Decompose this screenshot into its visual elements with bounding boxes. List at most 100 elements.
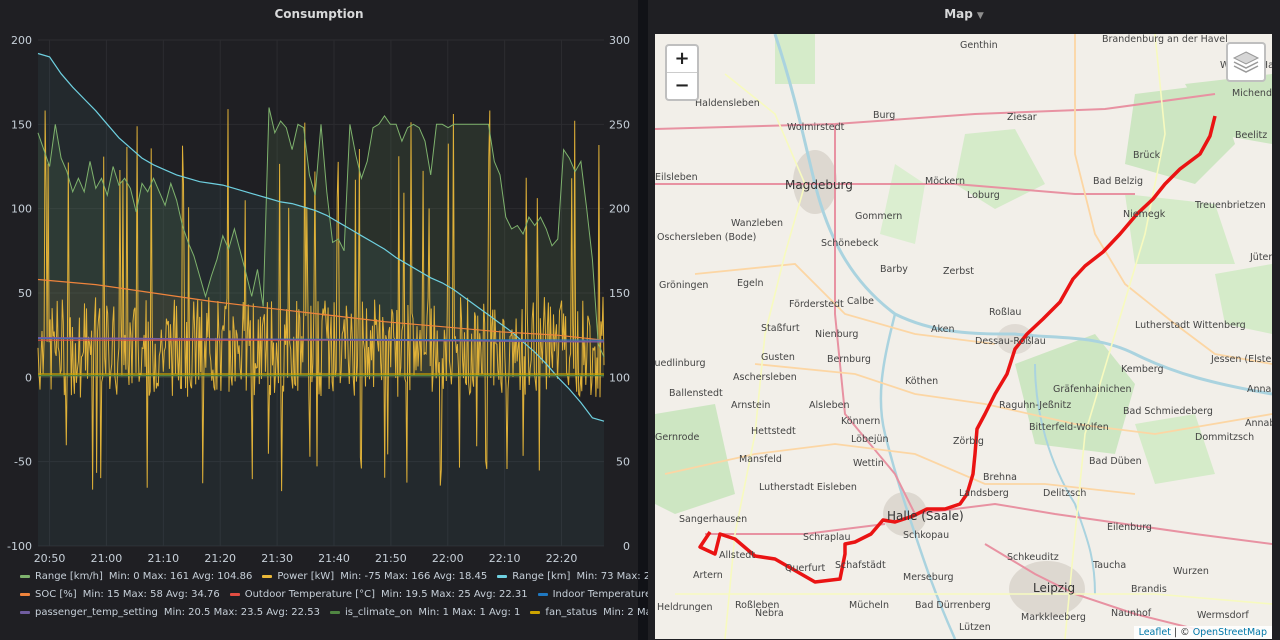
- y-left-tick-label: 100: [11, 203, 32, 216]
- legend-swatch: [530, 610, 541, 614]
- osm-link[interactable]: OpenStreetMap: [1192, 627, 1267, 638]
- y-left-tick-label: 150: [11, 118, 32, 131]
- map-place-label: Treuenbrietzen: [1194, 200, 1266, 211]
- x-tick-label: 21:30: [261, 552, 293, 565]
- map-place-label: Eilsleben: [655, 172, 698, 183]
- map-place-label: Brandenburg an der Havel: [1102, 34, 1228, 45]
- x-tick-label: 21:40: [318, 552, 350, 565]
- y-left-tick-label: -100: [7, 540, 32, 553]
- map-place-label: Querfurt: [785, 563, 826, 574]
- map-place-label: Dommitzsch: [1195, 432, 1254, 443]
- series-line-range-km: [37, 52, 605, 422]
- consumption-panel-title[interactable]: Consumption: [0, 0, 638, 28]
- forest-area: [880, 164, 925, 244]
- map-place-label: Jüterbog: [1249, 252, 1272, 263]
- map-place-label: Annaburg: [1247, 384, 1272, 395]
- map-place-label: Alsleben: [809, 400, 849, 411]
- leaflet-link[interactable]: Leaflet: [1138, 627, 1171, 638]
- map-place-label: Jessen (Elster): [1210, 354, 1272, 365]
- map-place-label: Dessau-Roßlau: [975, 336, 1046, 347]
- map-view[interactable]: Magdeburg Leipzig Halle (Saale) Brandenburg…: [655, 34, 1272, 639]
- map-place-label: Schönebeck: [821, 238, 879, 249]
- road-motorway: [914, 502, 1272, 545]
- map-place-label: Staßfurt: [761, 323, 800, 334]
- urban-area: [997, 324, 1033, 354]
- map-place-label: Niemegk: [1123, 209, 1166, 220]
- map-place-label: Naunhof: [1111, 608, 1152, 619]
- forest-area: [1215, 264, 1272, 334]
- river-mulde: [1034, 363, 1096, 595]
- legend-series-stats: Min: 73 Max: 292 Avg: 173: [576, 571, 711, 582]
- legend-series-stats: Min: 1 Max: 1 Avg: 1: [418, 607, 521, 618]
- series-line-passenger-temp-setting: [37, 337, 605, 343]
- map-place-label: Schraplau: [803, 532, 851, 543]
- map-place-label: Mücheln: [849, 600, 889, 611]
- legend-series-name: fan_status: [545, 607, 598, 618]
- map-place-label: Gröningen: [659, 280, 708, 291]
- series-line-power: [37, 109, 605, 492]
- consumption-chart[interactable]: 200 150 100 50 0 -50 -100 300 250 200 150 100 50 0 20:…: [0, 28, 638, 568]
- map-place-label: Markkleeberg: [1021, 612, 1086, 623]
- map-place-label: Ballenstedt: [669, 388, 723, 399]
- map-place-label: Loburg: [967, 190, 1000, 201]
- map-place-label: Roßleben: [735, 600, 779, 611]
- legend-item[interactable]: SOC [%] Min: 15 Max: 58 Avg: 34.76: [20, 586, 220, 604]
- y-right-tick-label: 300: [609, 34, 630, 47]
- map-place-label: Löbejün: [851, 434, 889, 445]
- map-place-label: Genthin: [960, 40, 998, 51]
- series-line-soc: [37, 278, 605, 341]
- map-place-label: Köthen: [905, 376, 938, 387]
- y-right-tick-label: 50: [616, 456, 630, 469]
- map-place-label: Taucha: [1092, 560, 1126, 571]
- layers-icon: [1232, 51, 1260, 73]
- x-tick-label: 22:10: [489, 552, 521, 565]
- map-place-label: Hettstedt: [751, 426, 796, 437]
- road-primary: [1074, 34, 1272, 365]
- map-panel-title[interactable]: Map ▼: [648, 0, 1280, 28]
- map-tiles[interactable]: Magdeburg Leipzig Halle (Saale) Brandenburg…: [655, 34, 1272, 639]
- legend-row: Range [km/h] Min: 0 Max: 161 Avg: 104.86 P…: [20, 568, 710, 586]
- road-primary: [664, 443, 1136, 495]
- map-place-label: Calbe: [847, 296, 874, 307]
- route-track[interactable]: [698, 115, 1217, 584]
- series-line-range-kmh: [37, 107, 605, 358]
- map-place-label: Barby: [880, 264, 908, 275]
- map-place-label: Egeln: [737, 278, 764, 289]
- map-place-label: Lutherstadt Eisleben: [759, 482, 857, 493]
- legend-item[interactable]: Range [km] Min: 73 Max: 292 Avg: 173: [497, 568, 710, 586]
- map-place-label: Gräfenhainichen: [1053, 384, 1132, 395]
- map-place-label: Beelitz: [1235, 130, 1267, 141]
- map-title-text: Map: [944, 7, 973, 21]
- map-place-label: Landsberg: [959, 488, 1009, 499]
- legend-item[interactable]: Outdoor Temperature [°C] Min: 19.5 Max: 2…: [229, 586, 528, 604]
- map-place-label: Lutherstadt Wittenberg: [1135, 320, 1246, 331]
- legend-item[interactable]: Power [kW] Min: -75 Max: 166 Avg: 18.45: [262, 568, 487, 586]
- map-place-label: Lützen: [959, 622, 991, 633]
- legend-swatch: [20, 610, 30, 614]
- map-place-label: Zerbst: [943, 266, 974, 277]
- zoom-out-button[interactable]: −: [667, 72, 697, 99]
- map-place-label: Wolmirstedt: [787, 122, 845, 133]
- legend-series-name: Range [km/h]: [35, 571, 103, 582]
- layers-button[interactable]: [1226, 42, 1266, 82]
- zoom-in-button[interactable]: +: [674, 48, 690, 69]
- legend-series-name: Range [km]: [512, 571, 571, 582]
- legend-item[interactable]: is_climate_on Min: 1 Max: 1 Avg: 1: [329, 604, 521, 622]
- y-left-tick-label: -50: [14, 456, 32, 469]
- y-left-tick-label: 50: [18, 287, 32, 300]
- map-place-label: Nebra: [755, 608, 784, 619]
- map-place-label: Quedlinburg: [655, 358, 706, 369]
- map-place-label: Heldrungen: [657, 602, 713, 613]
- x-tick-label: 22:20: [546, 552, 578, 565]
- legend-item[interactable]: Range [km/h] Min: 0 Max: 161 Avg: 104.86: [20, 568, 252, 586]
- x-tick-label: 22:00: [432, 552, 464, 565]
- map-place-label: Möckern: [925, 176, 965, 187]
- urban-area: [883, 492, 927, 536]
- map-place-label: Bitterfeld-Wolfen: [1029, 422, 1109, 433]
- map-place-label: Bad Belzig: [1093, 176, 1143, 187]
- x-tick-label: 20:50: [34, 552, 66, 565]
- map-place-label: Nienburg: [815, 329, 858, 340]
- legend-item[interactable]: passenger_temp_setting Min: 20.5 Max: 23.…: [20, 604, 320, 622]
- legend-swatch: [497, 574, 508, 578]
- chevron-down-icon[interactable]: ▼: [976, 11, 984, 21]
